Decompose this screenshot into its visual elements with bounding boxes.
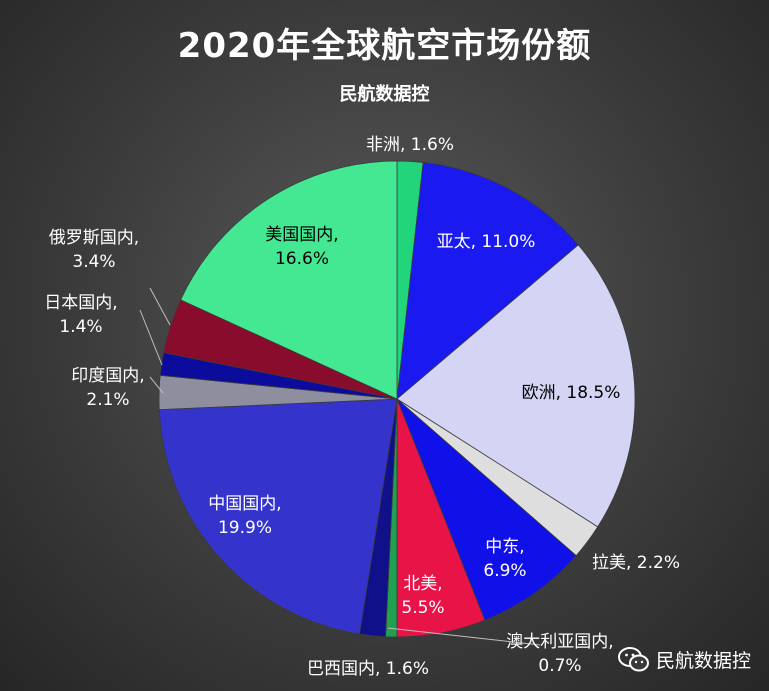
watermark: 民航数据控 [617,646,751,673]
slice-label-2: 欧洲, 18.5% [522,383,621,403]
pie-slice-12 [180,160,398,400]
slice-label-3: 拉美, 2.2% [592,553,680,573]
slice-label-12: 美国国内, 16.6% [265,225,338,269]
chart-subtitle: 民航数据控 [339,84,430,105]
leader-line-9 [149,376,164,394]
leader-line-10 [139,309,163,366]
leader-line-6 [387,627,541,646]
leader-line-11 [149,287,171,326]
slice-label-5: 北美, 5.5% [401,574,444,618]
slice-label-4: 中东, 6.9% [483,537,526,581]
slice-label-11: 俄罗斯国内, 3.4% [49,228,139,272]
slice-label-1: 亚太, 11.0% [437,232,536,252]
slice-label-8: 中国国内, 19.9% [208,494,281,538]
watermark-text: 民航数据控 [655,650,751,672]
slice-label-9: 印度国内, 2.1% [71,366,144,410]
chart-title: 2020年全球航空市场份额 [177,26,592,66]
pie-slice-8 [158,398,398,635]
pie-slice-4 [396,398,577,621]
slice-label-0: 非洲, 1.6% [366,135,454,155]
slice-label-6: 澳大利亚国内, 0.7% [506,632,613,676]
pie-slice-2 [396,244,636,528]
slice-label-10: 日本国内, 1.4% [44,293,117,337]
pie-slice-1 [396,161,579,400]
wechat-icon [617,646,649,671]
slice-label-7: 巴西国内, 1.6% [307,659,429,679]
